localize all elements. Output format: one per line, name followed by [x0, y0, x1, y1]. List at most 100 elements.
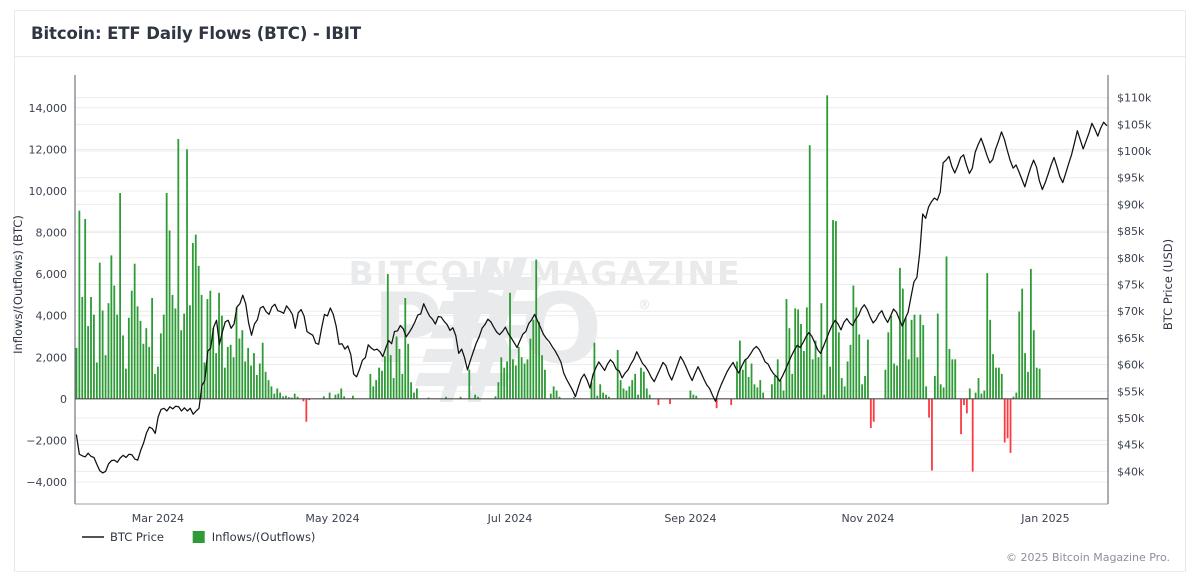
- flow-bar: [747, 377, 750, 399]
- flow-bar: [101, 310, 104, 399]
- flow-bar: [986, 273, 989, 399]
- y-axis-tick-label: 12,000: [29, 143, 68, 156]
- flow-bar: [974, 392, 977, 399]
- flow-bar: [87, 326, 89, 399]
- chart-legend: BTC Price Inflows/(Outflows): [82, 530, 315, 544]
- flow-bar: [837, 332, 840, 399]
- flow-bar: [514, 365, 517, 399]
- flow-bar: [773, 375, 776, 399]
- y-axis-tick-label: 2,000: [36, 351, 68, 364]
- flow-bar: [590, 382, 593, 399]
- flow-bar: [771, 384, 773, 399]
- flow-bar: [468, 369, 471, 399]
- flow-bar: [392, 378, 395, 399]
- flow-bar: [989, 319, 992, 399]
- flow-bar: [285, 395, 287, 399]
- flow-bar: [427, 397, 430, 399]
- flow-bar: [235, 307, 238, 399]
- flow-bar: [337, 393, 340, 399]
- flow-bars: [75, 95, 1041, 472]
- flow-bar: [81, 296, 84, 399]
- flow-bar: [290, 397, 293, 399]
- flow-bar: [855, 307, 858, 399]
- flow-bar: [148, 346, 151, 399]
- flow-bar: [183, 313, 186, 399]
- flow-bar: [555, 390, 558, 399]
- flow-bar: [343, 396, 346, 399]
- flow-bar: [532, 319, 535, 399]
- y2-axis-tick-label: $105k: [1117, 118, 1152, 131]
- flow-bar: [270, 386, 273, 399]
- flow-bar: [95, 362, 98, 399]
- flow-bar: [608, 396, 610, 399]
- flow-bar: [398, 348, 401, 399]
- flow-bar: [232, 357, 235, 399]
- flow-bar: [779, 380, 782, 399]
- flow-bar: [154, 373, 156, 399]
- flow-bar: [255, 374, 258, 399]
- flow-bar: [258, 363, 261, 399]
- flow-bar: [296, 396, 299, 399]
- flow-bar: [599, 384, 602, 399]
- flow-bar: [640, 367, 642, 399]
- flow-bar: [186, 149, 188, 399]
- flow-bar: [814, 340, 817, 399]
- flow-bar: [383, 356, 386, 399]
- legend-label: BTC Price: [110, 530, 164, 544]
- flow-bar: [206, 299, 209, 399]
- flow-bar: [1035, 367, 1038, 399]
- flow-bar: [960, 398, 962, 435]
- flow-bar: [1038, 368, 1041, 399]
- flow-bar: [645, 388, 648, 399]
- flow-bar: [497, 382, 500, 399]
- flow-bar: [616, 349, 619, 399]
- legend-item[interactable]: Inflows/(Outflows): [192, 530, 316, 544]
- flow-bar: [823, 394, 826, 399]
- flow-bar: [500, 357, 503, 399]
- chart-plot-area: BITCOIN MAGAZINEPRO® −4,000 −2,000 0 2,000 4,…: [0, 57, 1200, 582]
- legend-item[interactable]: BTC Price: [82, 530, 164, 544]
- flow-bar: [200, 294, 203, 399]
- y-axis-tick-label: 4,000: [36, 310, 68, 323]
- flow-bar: [194, 234, 197, 399]
- legend-label: Inflows/(Outflows): [212, 530, 316, 544]
- flow-bar: [1032, 330, 1035, 399]
- flow-bar: [753, 384, 756, 399]
- watermark: BITCOIN MAGAZINEPRO®: [349, 254, 742, 402]
- y2-axis-tick-label: $60k: [1117, 359, 1145, 372]
- flow-bar: [340, 388, 343, 399]
- flow-bar: [322, 396, 325, 399]
- flow-bar: [954, 359, 957, 399]
- watermark-line1: BITCOIN MAGAZINE: [349, 254, 742, 293]
- axes: [74, 75, 1109, 505]
- flow-bar: [389, 355, 392, 399]
- flow-bar: [794, 308, 797, 399]
- flow-bar: [494, 396, 497, 399]
- flow-bar: [913, 314, 916, 399]
- y2-axis-tick-label: $95k: [1117, 172, 1145, 185]
- flow-bar: [695, 395, 698, 399]
- flow-bar: [558, 396, 561, 399]
- flow-bar: [104, 355, 107, 399]
- legend-square-marker: [192, 531, 205, 543]
- y-axis-tick-label: −4,000: [26, 476, 67, 489]
- flow-bar: [992, 354, 994, 399]
- flow-bar: [221, 315, 223, 399]
- flow-bar: [369, 373, 372, 399]
- flow-bar: [189, 305, 191, 399]
- flow-bar: [244, 361, 247, 399]
- flow-bar: [107, 303, 110, 399]
- flow-bar: [416, 388, 418, 399]
- flow-bar: [899, 267, 901, 399]
- y-axis-tick-label: −2,000: [26, 434, 67, 447]
- flow-bar: [995, 367, 997, 399]
- flow-bar: [803, 351, 805, 399]
- flow-bar: [84, 219, 87, 399]
- flow-bar: [922, 325, 925, 399]
- y2-axis-tick-label: $45k: [1117, 439, 1145, 452]
- flow-bar: [130, 290, 133, 399]
- flow-bar: [942, 387, 945, 399]
- flow-bar: [1018, 311, 1021, 399]
- flow-bar: [509, 292, 511, 399]
- flow-bar: [549, 393, 552, 399]
